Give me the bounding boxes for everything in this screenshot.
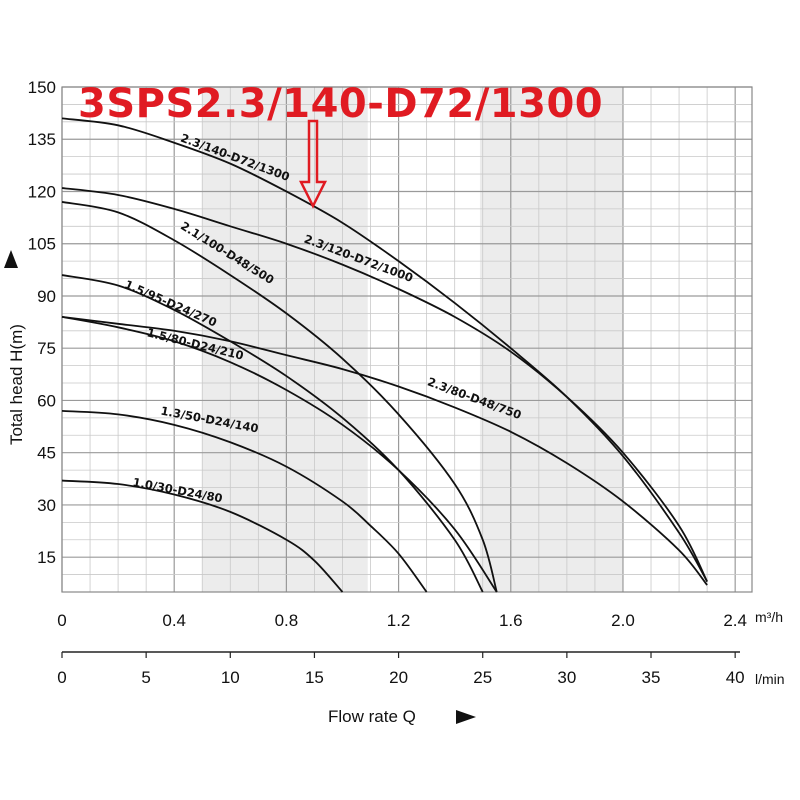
plot-frame bbox=[61, 86, 753, 593]
y-axis-arrow-icon bbox=[4, 250, 18, 268]
series-line-1.5/95-D24/270 bbox=[61, 274, 484, 593]
y-tick-label: 75 bbox=[37, 339, 56, 358]
x-unit-secondary: l/min bbox=[755, 671, 785, 687]
x-axis-arrow-icon bbox=[456, 710, 476, 724]
series-line-1.3/50-D24/140 bbox=[61, 409, 428, 593]
y-axis-title: Total head H(m) bbox=[7, 324, 26, 445]
y-tick-label: 120 bbox=[28, 182, 56, 201]
shaded-band bbox=[479, 87, 623, 592]
x-tick-label-lmin: 10 bbox=[221, 668, 240, 687]
x-tick-label-m3h: 0 bbox=[57, 611, 66, 630]
x-tick-label-m3h: 0.4 bbox=[162, 611, 186, 630]
x-tick-label-lmin: 20 bbox=[389, 668, 408, 687]
series-line-2.3/80-D48/750 bbox=[61, 315, 708, 586]
shaded-band bbox=[202, 87, 368, 592]
y-tick-label: 90 bbox=[37, 287, 56, 306]
y-tick-labels: 150 135 120 105 90 75 60 45 30 15 bbox=[28, 78, 56, 567]
chart-title: 3SPS2.3/140-D72/1300 bbox=[78, 81, 603, 127]
x-tick-label-m3h: 1.6 bbox=[499, 611, 523, 630]
series-line-1.0/30-D24/80 bbox=[61, 479, 344, 593]
x-axis-title: Flow rate Q bbox=[328, 707, 416, 726]
x-tick-label-m3h: 2.4 bbox=[723, 611, 747, 630]
x-tick-label-lmin: 5 bbox=[141, 668, 150, 687]
y-tick-label: 45 bbox=[37, 444, 56, 463]
x-tick-label-lmin: 0 bbox=[57, 668, 66, 687]
x-tick-labels-lmin: 0 5 10 15 20 25 30 35 40 bbox=[57, 652, 745, 687]
x-tick-label-lmin: 40 bbox=[726, 668, 745, 687]
series-line-2.1/100-D48/500 bbox=[61, 201, 498, 593]
y-tick-label: 60 bbox=[37, 391, 56, 410]
x-tick-label-lmin: 15 bbox=[305, 668, 324, 687]
y-tick-label: 135 bbox=[28, 130, 56, 149]
y-tick-label: 15 bbox=[37, 548, 56, 567]
red-down-arrow-icon bbox=[298, 119, 328, 209]
x-tick-label-m3h: 1.2 bbox=[387, 611, 411, 630]
series-line-1.5/80-D24/210 bbox=[61, 315, 498, 593]
x-tick-label-lmin: 35 bbox=[642, 668, 661, 687]
x-unit-primary: m³/h bbox=[755, 609, 783, 625]
x-tick-label-m3h: 2.0 bbox=[611, 611, 635, 630]
y-tick-label: 150 bbox=[28, 78, 56, 97]
shaded-bands bbox=[202, 87, 623, 592]
y-tick-label: 30 bbox=[37, 496, 56, 515]
x-tick-label-lmin: 30 bbox=[557, 668, 576, 687]
x-tick-label-m3h: 0.8 bbox=[275, 611, 299, 630]
series-line-2.3/140-D72/1300 bbox=[61, 117, 708, 583]
x-tick-label-lmin: 25 bbox=[473, 668, 492, 687]
y-tick-label: 105 bbox=[28, 235, 56, 254]
x-tick-labels-m3h: 0 0.4 0.8 1.2 1.6 2.0 2.4 bbox=[57, 611, 747, 630]
series-line-2.3/120-D72/1000 bbox=[61, 187, 708, 582]
curves bbox=[61, 117, 708, 593]
